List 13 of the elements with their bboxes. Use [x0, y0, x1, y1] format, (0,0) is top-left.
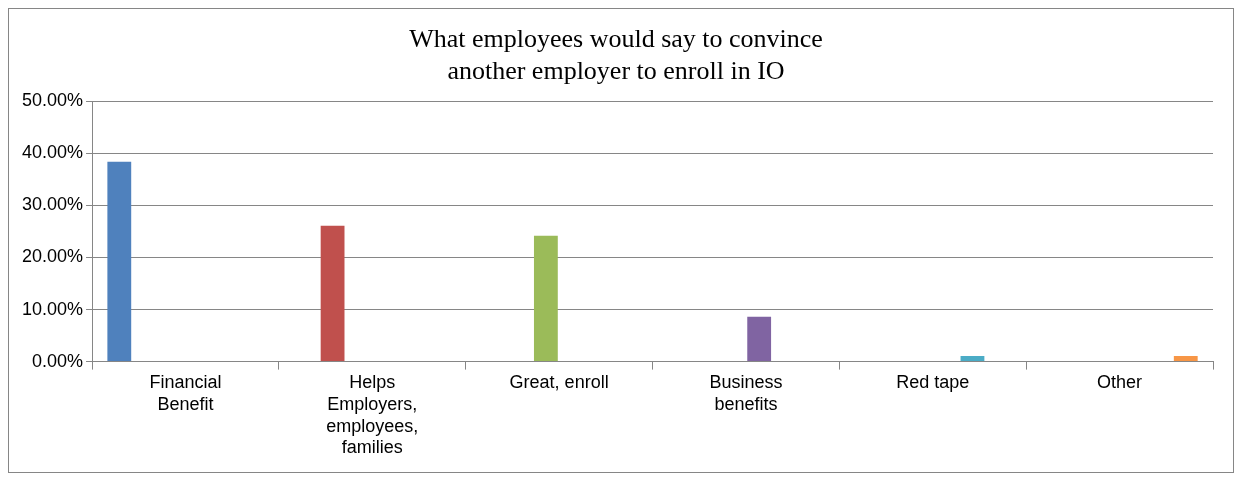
x-tick-label: Other	[1097, 372, 1143, 393]
x-tick-label: Helps Employers, employees, families	[326, 372, 419, 458]
chart-title: What employees would say to convince another employer to enroll in IO	[409, 24, 823, 85]
x-tick-label: Great, enroll	[509, 372, 609, 393]
y-tick-label: 0.00%	[32, 350, 84, 371]
x-tick-label: Red tape	[896, 372, 970, 393]
y-tick-label: 40.00%	[21, 142, 84, 163]
x-tick-label: Business benefits	[709, 372, 783, 414]
x-tick-label: Financial Benefit	[149, 372, 222, 414]
y-tick-label: 20.00%	[21, 246, 84, 267]
y-tick-label: 30.00%	[21, 194, 84, 215]
y-tick-label: 10.00%	[21, 298, 84, 319]
y-tick-label: 50.00%	[21, 90, 84, 111]
